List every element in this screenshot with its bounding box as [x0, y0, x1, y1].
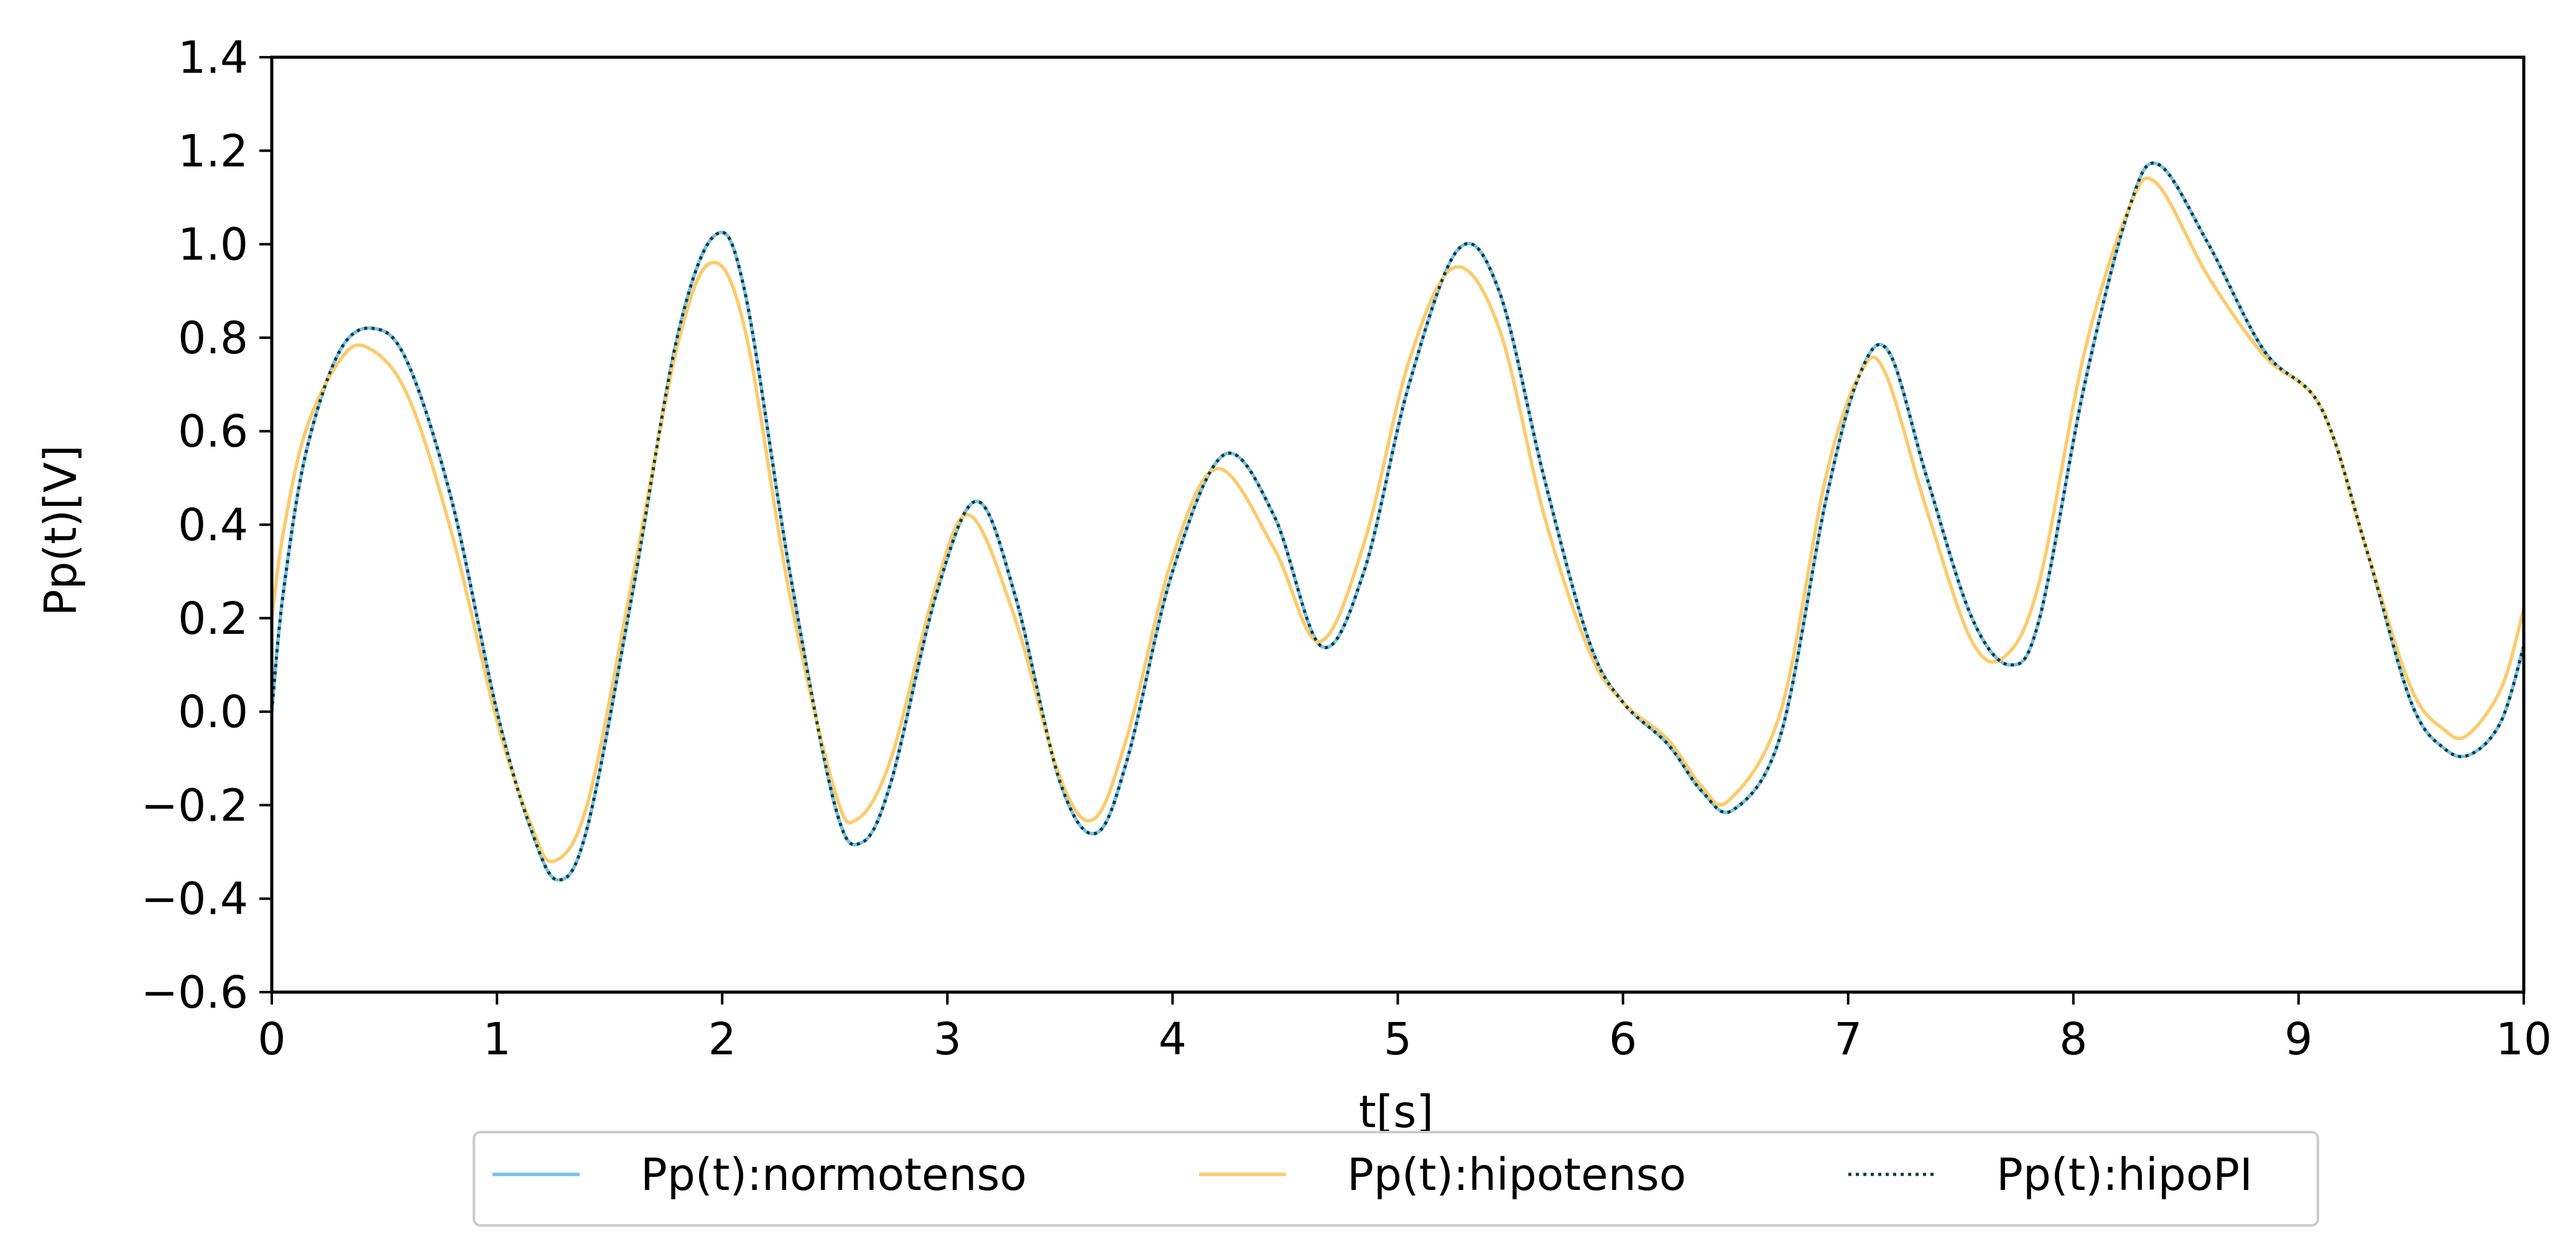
y-tick-label: 0.0 [178, 686, 248, 738]
y-tick-label: 0.2 [178, 593, 248, 644]
x-tick-label: 1 [483, 1013, 511, 1065]
x-tick-label: 10 [2496, 1013, 2552, 1065]
legend-box [473, 1131, 2319, 1227]
series-line-2 [272, 176, 2524, 863]
y-axis-label: Pp(t)[V] [35, 445, 86, 616]
series-line-1 [272, 161, 2524, 882]
x-tick-label: 7 [1834, 1013, 1862, 1065]
y-tick-label: −0.4 [141, 873, 248, 925]
x-tick-label: 6 [1609, 1013, 1637, 1065]
x-tick-label: 4 [1159, 1013, 1187, 1065]
legend-label: Pp(t):normotenso [641, 1149, 1027, 1201]
x-tick-label: 9 [2284, 1013, 2312, 1065]
y-tick-label: 0.8 [178, 312, 248, 364]
x-tick-label: 2 [708, 1013, 736, 1065]
legend-label: Pp(t):hipoPI [1996, 1149, 2253, 1201]
y-tick-label: −0.6 [141, 967, 248, 1018]
y-tick-label: 0.6 [178, 406, 248, 457]
series-layer [272, 161, 2524, 882]
legend: Pp(t):normotenso Pp(t):hipotenso Pp(t):hip… [473, 1131, 2319, 1227]
x-tick-label: 5 [1384, 1013, 1412, 1065]
x-tick-label: 8 [2059, 1013, 2087, 1065]
y-tick-label: 1.2 [178, 125, 248, 177]
axes-layer: 0 1 2 3 4 5 6 7 8 9 10 −0.6 −0.4 −0.2 0.0 0.2 0.4 0.6 0.8 1… [141, 32, 2552, 1065]
x-tick-label: 0 [257, 1013, 285, 1065]
legend-label: Pp(t):hipotenso [1347, 1149, 1686, 1201]
x-axis-label: t[s] [1359, 1086, 1434, 1138]
x-tick-label: 3 [934, 1013, 961, 1065]
y-tick-label: 1.4 [178, 32, 248, 83]
y-tick-label: 0.4 [178, 499, 248, 551]
y-tick-label: 1.0 [178, 219, 248, 271]
y-tick-label: −0.2 [141, 779, 248, 831]
